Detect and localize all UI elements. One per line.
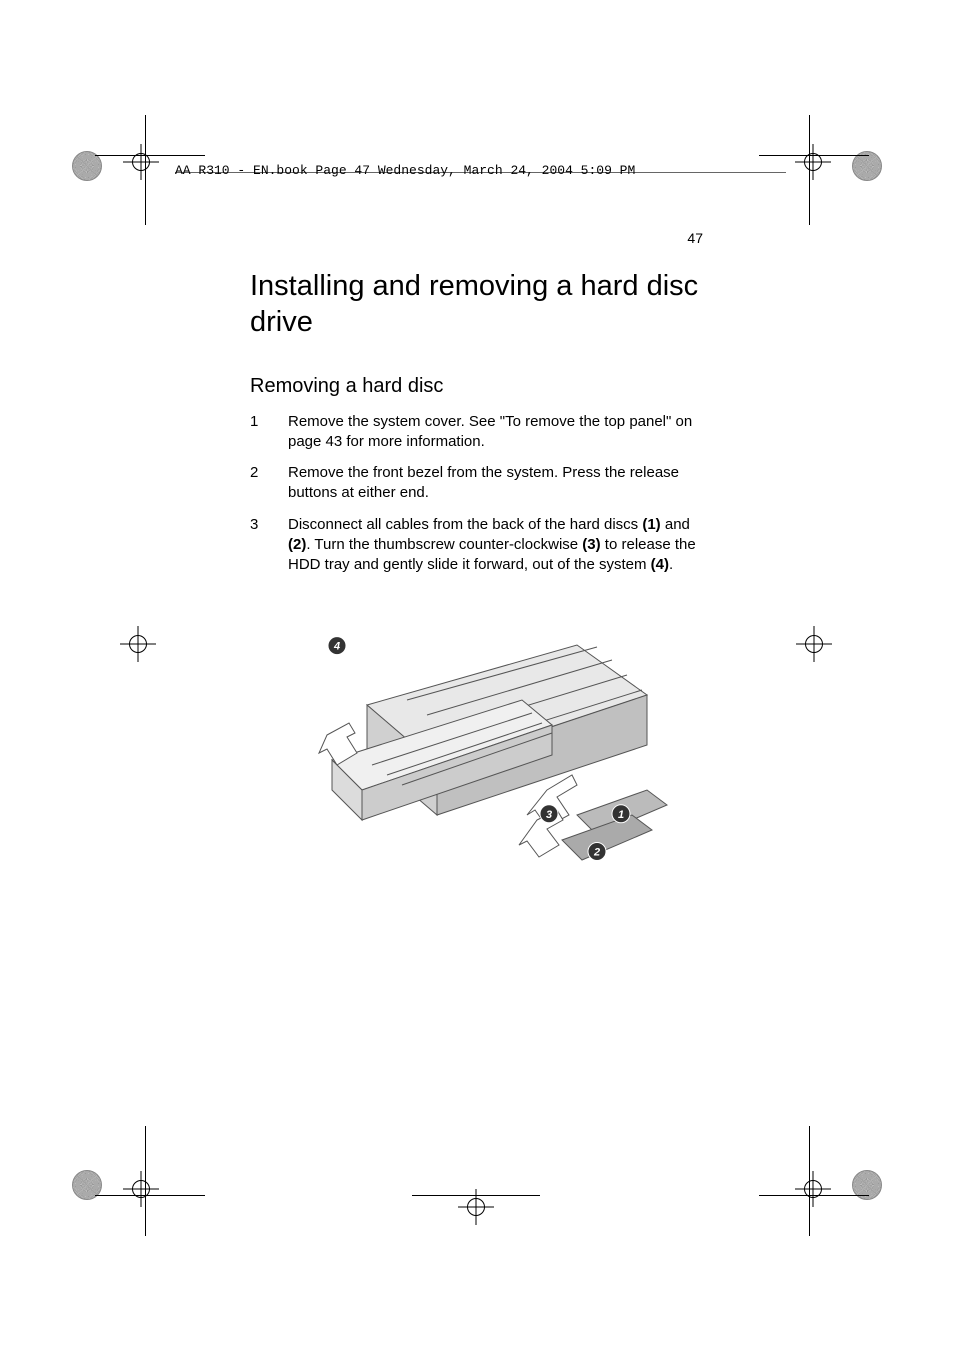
subsection-title: Removing a hard disc [250, 375, 703, 398]
callout-number: 3 [545, 809, 551, 821]
crop-hline-bc [412, 1195, 540, 1196]
section-title: Installing and removing a hard disc driv… [250, 268, 703, 341]
page-content: Installing and removing a hard disc driv… [250, 268, 703, 895]
hdd-removal-figure: 1 2 3 4 [250, 605, 703, 895]
crop-mid-left [124, 630, 152, 658]
crop-hline-tr [759, 155, 869, 156]
step-item: 2Remove the front bezel from the system.… [250, 463, 703, 504]
step-text: Remove the front bezel from the system. … [288, 463, 703, 504]
step-list: 1Remove the system cover. See "To remove… [250, 412, 703, 576]
running-head: AA R310 - EN.book Page 47 Wednesday, Mar… [175, 163, 635, 178]
callout-number: 4 [332, 641, 339, 653]
crop-hline-tl [95, 155, 205, 156]
hdd-illustration: 1 2 3 4 [277, 605, 677, 895]
step-text: Remove the system cover. See "To remove … [288, 412, 703, 453]
crop-hline-bl [95, 1195, 205, 1196]
crop-vline-bl [145, 1126, 146, 1236]
step-number: 3 [250, 515, 288, 576]
crop-vline-tl [145, 115, 146, 225]
callout-number: 2 [592, 847, 599, 859]
crop-vline-tr [809, 115, 810, 225]
callout-number: 1 [617, 809, 623, 821]
crop-hline-br [759, 1195, 869, 1196]
page-number: 47 [687, 230, 703, 246]
crop-bottom-center [462, 1193, 490, 1221]
step-item: 1Remove the system cover. See "To remove… [250, 412, 703, 453]
crop-mid-right [800, 630, 828, 658]
step-number: 1 [250, 412, 288, 453]
step-item: 3Disconnect all cables from the back of … [250, 515, 703, 576]
step-text: Disconnect all cables from the back of t… [288, 515, 703, 576]
step-number: 2 [250, 463, 288, 504]
crop-vline-br [809, 1126, 810, 1236]
